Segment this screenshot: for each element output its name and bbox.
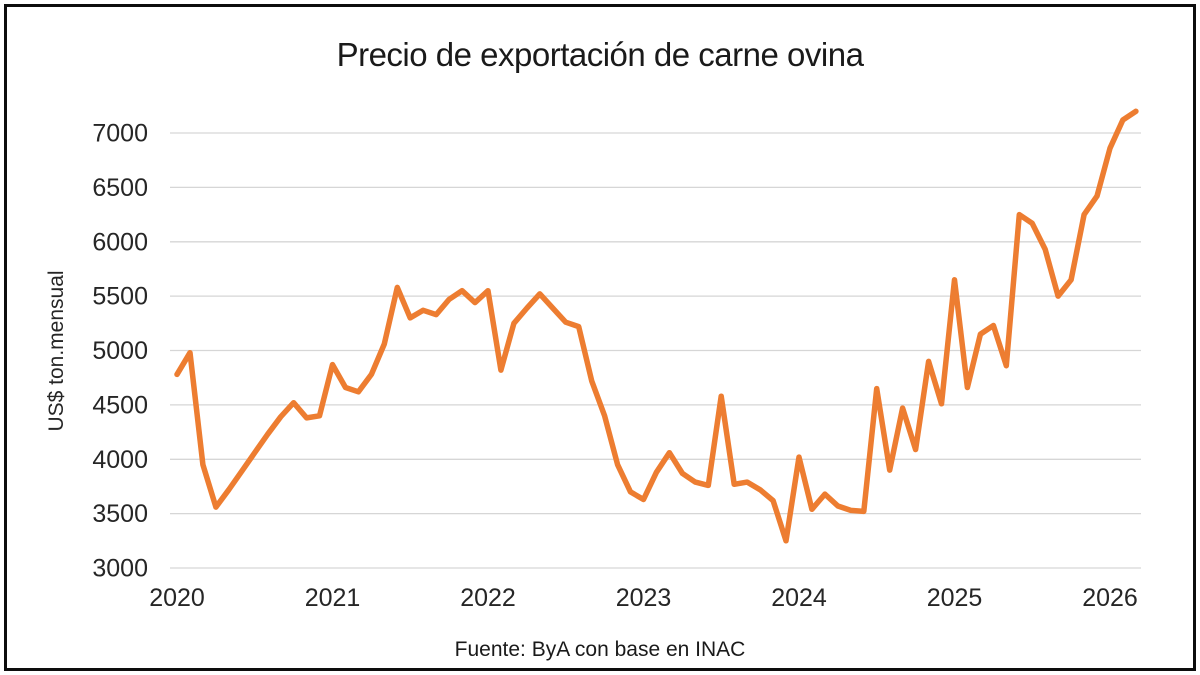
x-tick-label: 2020 xyxy=(149,584,205,612)
price-line xyxy=(174,108,1139,544)
x-tick-label: 2022 xyxy=(460,584,516,612)
y-tick-label: 6500 xyxy=(92,174,148,202)
y-tick-label: 7000 xyxy=(92,120,148,148)
x-tick-label: 2021 xyxy=(305,584,361,612)
y-tick-label: 3000 xyxy=(92,555,148,583)
y-tick-label: 6000 xyxy=(92,228,148,256)
y-tick-label: 5500 xyxy=(92,283,148,311)
y-tick-label: 4000 xyxy=(92,446,148,474)
chart-title: Precio de exportación de carne ovina xyxy=(336,36,864,73)
x-tick-label: 2025 xyxy=(927,584,983,612)
y-tick-label: 5000 xyxy=(92,337,148,365)
source-caption: Fuente: ByA con base en INAC xyxy=(454,638,746,661)
x-tick-label: 2024 xyxy=(771,584,827,612)
x-tick-label: 2026 xyxy=(1082,584,1138,612)
y-tick-label: 3500 xyxy=(92,500,148,528)
x-tick-label: 2023 xyxy=(616,584,672,612)
y-tick-label: 4500 xyxy=(92,391,148,419)
